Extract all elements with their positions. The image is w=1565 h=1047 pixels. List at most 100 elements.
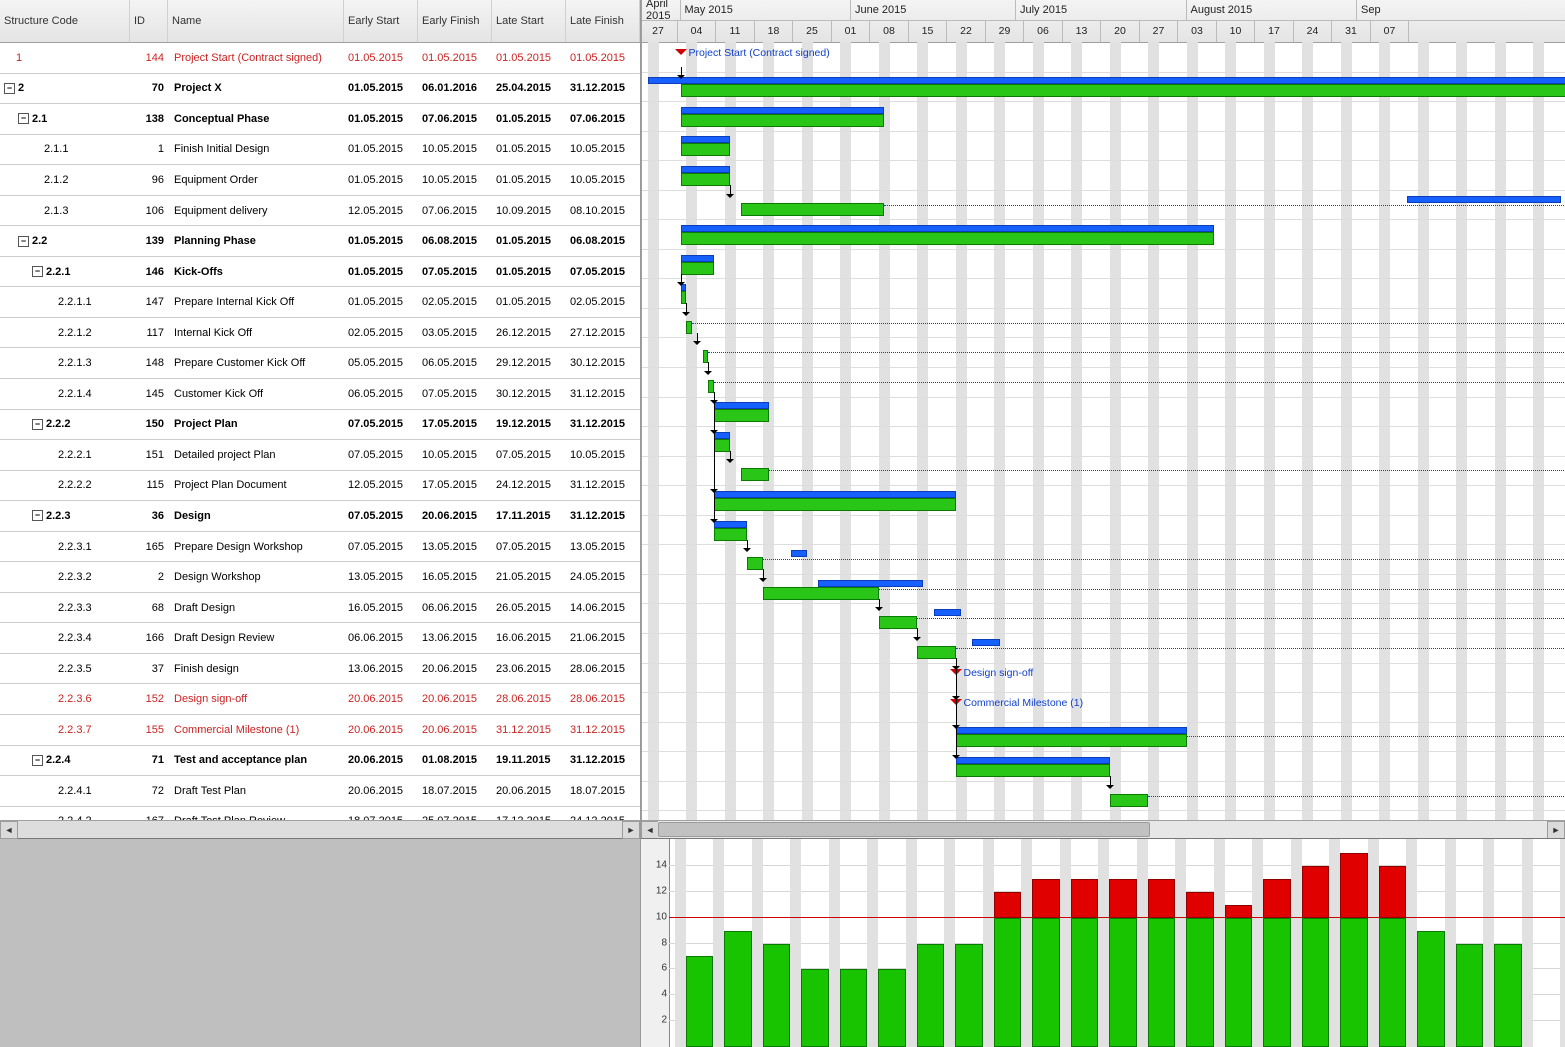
histogram-bar[interactable] <box>1148 918 1176 1047</box>
late-bar[interactable] <box>648 77 1565 84</box>
histogram-bar[interactable] <box>1109 918 1137 1047</box>
task-row[interactable]: 2.2.3.7155Commercial Milestone (1)20.06.… <box>0 715 640 746</box>
task-row[interactable]: 2.2.1.2117Internal Kick Off02.05.201503.… <box>0 318 640 349</box>
early-bar[interactable] <box>681 173 731 186</box>
task-row[interactable]: 2.2.4.172Draft Test Plan20.06.201518.07.… <box>0 776 640 807</box>
col-header-es[interactable]: Early Start <box>344 0 418 42</box>
histogram-bar[interactable] <box>1494 944 1522 1047</box>
task-row[interactable]: 2.2.3.22Design Workshop13.05.201516.05.2… <box>0 562 640 593</box>
early-bar[interactable] <box>681 262 714 275</box>
histogram-bar[interactable] <box>1263 918 1291 1047</box>
late-bar[interactable] <box>714 402 769 409</box>
table-h-scrollbar[interactable]: ◄ ► <box>0 820 640 838</box>
late-bar[interactable] <box>934 609 962 616</box>
histogram-bar-over[interactable] <box>1032 879 1060 918</box>
task-row[interactable]: 2.2.3.6152Design sign-off20.06.201520.06… <box>0 684 640 715</box>
col-header-name[interactable]: Name <box>168 0 344 42</box>
task-row[interactable]: −2.2139Planning Phase01.05.201506.08.201… <box>0 226 640 257</box>
task-row[interactable]: −2.2.471Test and acceptance plan20.06.20… <box>0 746 640 777</box>
task-row[interactable]: 2.2.3.4166Draft Design Review06.06.20151… <box>0 623 640 654</box>
col-header-id[interactable]: ID <box>130 0 168 42</box>
late-bar[interactable] <box>714 521 747 528</box>
early-bar[interactable] <box>714 528 747 541</box>
late-bar[interactable] <box>681 107 885 114</box>
task-row[interactable]: 2.2.3.368Draft Design16.05.201506.06.201… <box>0 593 640 624</box>
histogram-bar[interactable] <box>878 969 906 1047</box>
early-bar[interactable] <box>714 409 769 422</box>
task-row[interactable]: 2.2.4.2167Draft Test Plan Review18.07.20… <box>0 807 640 820</box>
task-row[interactable]: 2.1.3106Equipment delivery12.05.201507.0… <box>0 196 640 227</box>
early-bar[interactable] <box>956 764 1110 777</box>
histogram-bar[interactable] <box>1186 918 1214 1047</box>
late-bar[interactable] <box>681 136 731 143</box>
late-bar[interactable] <box>1407 196 1561 203</box>
task-row[interactable]: 2.2.2.2115Project Plan Document12.05.201… <box>0 471 640 502</box>
early-bar[interactable] <box>681 232 1215 245</box>
histogram-bar[interactable] <box>686 956 714 1047</box>
histogram-bar[interactable] <box>801 969 829 1047</box>
early-bar[interactable] <box>956 734 1187 747</box>
late-bar[interactable] <box>972 639 1000 646</box>
histogram-bar-over[interactable] <box>1302 866 1330 918</box>
histogram-bar-over[interactable] <box>1379 866 1407 918</box>
toggle-icon[interactable]: − <box>18 236 29 247</box>
task-row[interactable]: 2.2.2.1151Detailed project Plan07.05.201… <box>0 440 640 471</box>
task-row[interactable]: −2.2.336Design07.05.201520.06.201517.11.… <box>0 501 640 532</box>
histogram-bar-over[interactable] <box>1148 879 1176 918</box>
histogram-bar[interactable] <box>840 969 868 1047</box>
histogram-bar[interactable] <box>1340 918 1368 1047</box>
histogram-bar[interactable] <box>1379 918 1407 1047</box>
toggle-icon[interactable]: − <box>4 83 15 94</box>
toggle-icon[interactable]: − <box>32 755 43 766</box>
early-bar[interactable] <box>681 143 731 156</box>
early-bar[interactable] <box>879 616 918 629</box>
histogram-bar-over[interactable] <box>1186 892 1214 918</box>
task-row[interactable]: 2.2.1.1147Prepare Internal Kick Off01.05… <box>0 287 640 318</box>
histogram-bar[interactable] <box>724 931 752 1047</box>
early-bar[interactable] <box>741 468 769 481</box>
task-row[interactable]: 2.2.3.1165Prepare Design Workshop07.05.2… <box>0 532 640 563</box>
task-row[interactable]: 2.2.3.537Finish design13.06.201520.06.20… <box>0 654 640 685</box>
late-bar[interactable] <box>681 225 1215 232</box>
histogram-bar-over[interactable] <box>1225 905 1253 918</box>
task-row[interactable]: −270Project X01.05.201506.01.201625.04.2… <box>0 74 640 105</box>
col-header-ls[interactable]: Late Start <box>492 0 566 42</box>
toggle-icon[interactable]: − <box>32 510 43 521</box>
histogram-bar[interactable] <box>763 944 791 1047</box>
task-row[interactable]: −2.1138Conceptual Phase01.05.201507.06.2… <box>0 104 640 135</box>
col-header-lf[interactable]: Late Finish <box>566 0 640 42</box>
late-bar[interactable] <box>714 491 956 498</box>
histogram-bar[interactable] <box>1225 918 1253 1047</box>
task-row[interactable]: 2.2.1.3148Prepare Customer Kick Off05.05… <box>0 348 640 379</box>
gantt-body[interactable]: Project Start (Contract signed)Design si… <box>642 42 1565 820</box>
histogram-bar[interactable] <box>917 944 945 1047</box>
histogram-bar-over[interactable] <box>1109 879 1137 918</box>
col-header-code[interactable]: Structure Code <box>0 0 130 42</box>
early-bar[interactable] <box>681 114 885 127</box>
histogram-bar[interactable] <box>1071 918 1099 1047</box>
task-row[interactable]: −2.2.2150Project Plan07.05.201517.05.201… <box>0 410 640 441</box>
histogram-bar[interactable] <box>1417 931 1445 1047</box>
late-bar[interactable] <box>681 255 714 262</box>
histogram-bar[interactable] <box>1456 944 1484 1047</box>
early-bar[interactable] <box>714 439 731 452</box>
task-row[interactable]: 2.2.1.4145Customer Kick Off06.05.201507.… <box>0 379 640 410</box>
early-bar[interactable] <box>747 557 764 570</box>
task-row[interactable]: 2.1.11Finish Initial Design01.05.201510.… <box>0 135 640 166</box>
early-bar[interactable] <box>741 203 884 216</box>
late-bar[interactable] <box>681 166 731 173</box>
histogram-bar[interactable] <box>1302 918 1330 1047</box>
late-bar[interactable] <box>956 727 1187 734</box>
task-row[interactable]: 1144Project Start (Contract signed)01.05… <box>0 43 640 74</box>
gantt-h-scrollbar[interactable]: ◄ ► <box>641 820 1565 838</box>
early-bar[interactable] <box>681 84 1565 97</box>
early-bar[interactable] <box>917 646 956 659</box>
histogram-bar[interactable] <box>994 918 1022 1047</box>
late-bar[interactable] <box>791 550 808 557</box>
toggle-icon[interactable]: − <box>32 419 43 430</box>
late-bar[interactable] <box>818 580 923 587</box>
toggle-icon[interactable]: − <box>32 266 43 277</box>
histogram-bar[interactable] <box>955 944 983 1047</box>
late-bar[interactable] <box>956 757 1110 764</box>
histogram-bar-over[interactable] <box>994 892 1022 918</box>
